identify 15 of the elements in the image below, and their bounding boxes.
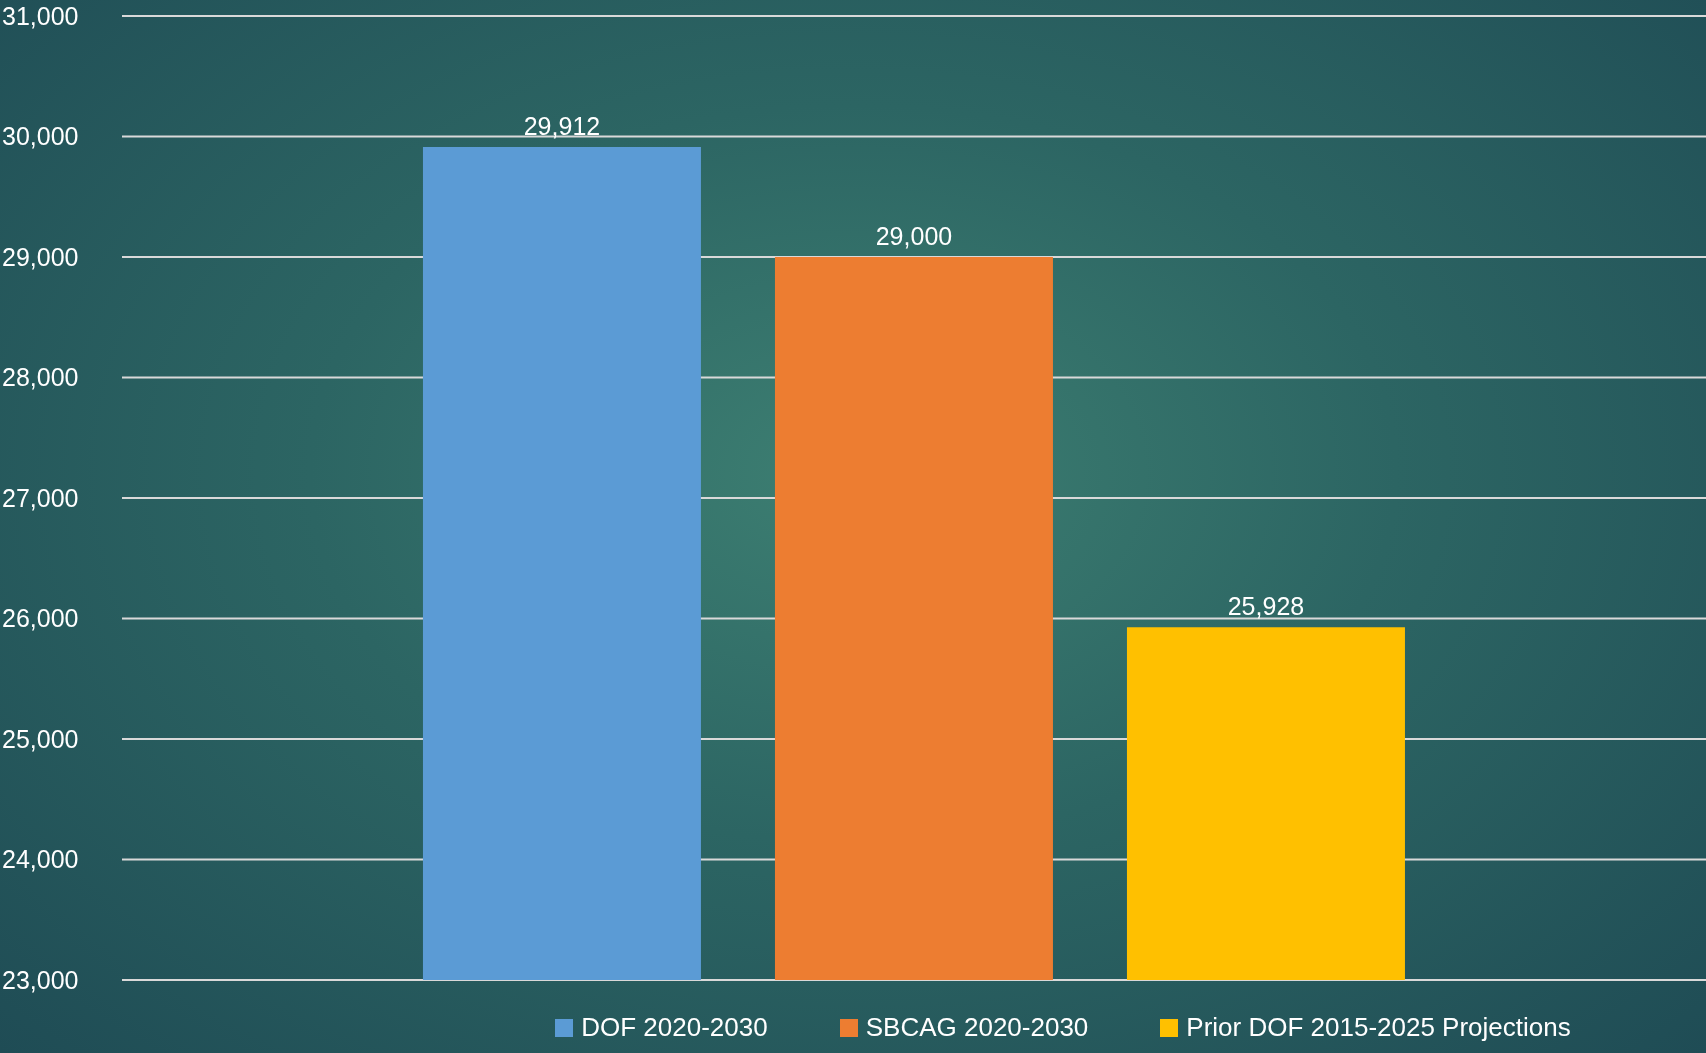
data-label: 29,000 bbox=[875, 222, 953, 250]
legend-label: Prior DOF 2015-2025 Projections bbox=[1186, 1012, 1571, 1043]
y-tick-label: 29,000 bbox=[2, 242, 79, 271]
legend-label: DOF 2020-2030 bbox=[581, 1012, 768, 1043]
y-tick-label: 30,000 bbox=[2, 122, 79, 151]
y-tick-label: 24,000 bbox=[2, 845, 79, 874]
y-tick-label: 31,000 bbox=[2, 1, 79, 30]
y-tick-label: 27,000 bbox=[2, 483, 79, 512]
data-label: 25,928 bbox=[1227, 592, 1305, 621]
y-tick-label: 25,000 bbox=[2, 724, 79, 753]
data-label: 29,912 bbox=[523, 112, 601, 141]
y-tick-label: 28,000 bbox=[2, 363, 79, 392]
legend-label: SBCAG 2020-2030 bbox=[865, 1012, 1089, 1043]
y-tick-label: 23,000 bbox=[2, 965, 79, 994]
y-tick-label: 26,000 bbox=[2, 604, 79, 633]
